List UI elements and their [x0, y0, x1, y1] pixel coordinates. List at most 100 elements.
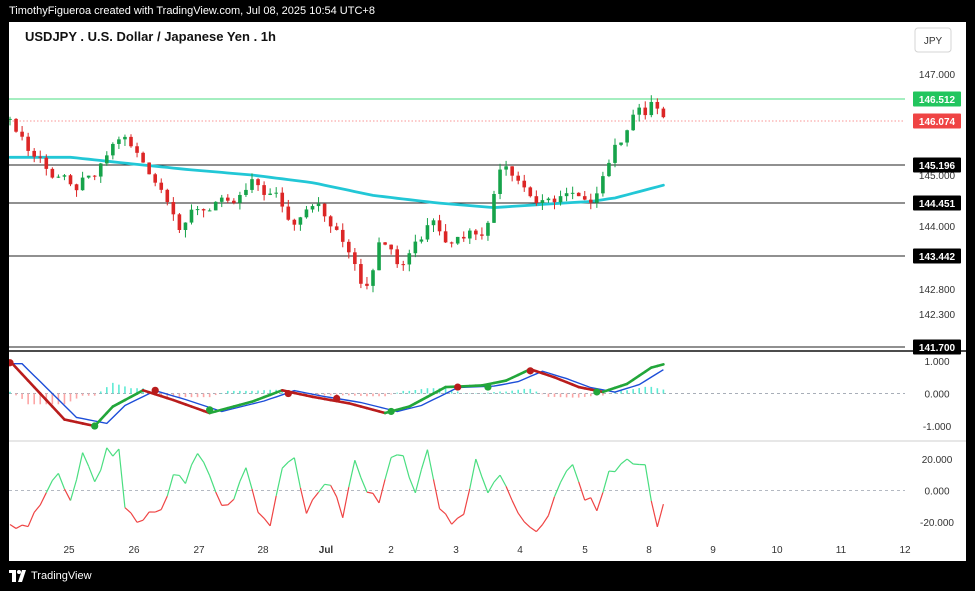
osc2-segment	[15, 524, 23, 529]
candle-body	[419, 239, 424, 242]
candle-body	[135, 146, 139, 153]
osc2-segment	[560, 470, 568, 483]
osc2-segment	[263, 517, 271, 527]
osc2-segment	[608, 470, 616, 473]
candle-body	[328, 216, 333, 227]
osc2-segment	[535, 524, 543, 533]
candle-body	[226, 197, 230, 201]
candle-body	[552, 198, 557, 203]
osc2-tick: 20.000	[922, 455, 953, 466]
candle-body	[359, 264, 363, 284]
candle-body	[274, 192, 278, 194]
candle-body	[347, 241, 351, 253]
osc1-cross-dot	[593, 388, 601, 396]
osc2-segment	[88, 466, 96, 482]
osc1-macd-line	[10, 363, 664, 425]
osc2-segment	[650, 500, 658, 527]
price-label: 141.700	[919, 343, 956, 354]
candle-body	[183, 222, 188, 230]
osc2-segment	[51, 472, 59, 481]
osc1-signal-segment	[51, 405, 60, 415]
currency-button-label: JPY	[924, 36, 943, 47]
osc2-segment	[553, 482, 562, 497]
horizontal-levels	[9, 98, 905, 348]
candle-body	[74, 184, 79, 191]
candle-body	[589, 199, 593, 203]
osc1-tick: 1.000	[924, 357, 949, 368]
candle-body	[111, 143, 115, 156]
price-tick: 142.800	[919, 285, 956, 296]
candle-body	[395, 249, 399, 265]
candle-body	[256, 179, 260, 186]
candle-body	[595, 193, 599, 203]
candle-body	[643, 107, 648, 116]
price-label-bg	[913, 113, 961, 129]
osc2-segment	[487, 481, 495, 494]
osc2-segment	[94, 469, 102, 482]
candle-body	[661, 108, 666, 118]
osc2-segment	[269, 495, 277, 526]
oscillator1-pane: 1.000 0.000 -1.000	[6, 357, 952, 433]
time-tick: 9	[710, 545, 716, 556]
osc2-segment	[397, 454, 404, 457]
time-tick: 2	[388, 545, 394, 556]
candle-body	[105, 155, 109, 164]
osc2-segment	[312, 491, 320, 501]
candle-body	[576, 192, 581, 197]
osc2-segment	[372, 493, 380, 504]
time-tick: 12	[899, 545, 911, 556]
candle-body	[431, 220, 436, 226]
osc2-segment	[160, 495, 168, 510]
candle-body	[455, 236, 460, 244]
osc2-segment	[257, 511, 265, 519]
osc1-signal-segment	[44, 398, 54, 408]
osc2-segment	[130, 512, 138, 523]
candle-body	[389, 244, 393, 250]
osc2-segment	[166, 474, 174, 497]
candle-body	[619, 142, 623, 145]
osc1-cross-dot	[91, 422, 99, 430]
time-tick: 26	[128, 545, 140, 556]
osc2-segment	[112, 448, 120, 457]
tradingview-logo[interactable]: TradingView	[9, 570, 92, 582]
candle-body	[474, 230, 478, 235]
osc2-segment	[378, 479, 386, 504]
osc2-segment	[33, 504, 41, 513]
candle-body	[649, 101, 654, 116]
osc2-segment	[360, 477, 368, 493]
candle-body	[189, 209, 194, 223]
candle-body	[62, 175, 67, 177]
candle-body	[244, 189, 248, 195]
candle-body	[38, 156, 43, 158]
candle-body	[232, 200, 236, 203]
candle-body	[498, 169, 502, 194]
osc2-segment	[572, 464, 580, 483]
osc2-segment	[390, 454, 398, 459]
currency-button[interactable]: JPY	[914, 27, 952, 53]
candle-body	[165, 189, 170, 203]
time-tick: 10	[771, 545, 783, 556]
osc2-segment	[106, 447, 114, 457]
osc2-segment	[190, 453, 199, 466]
osc2-segment	[227, 498, 235, 506]
candles-layer	[8, 95, 666, 293]
time-tick: 11	[836, 545, 847, 556]
osc1-signal-segment	[26, 379, 36, 389]
price-labels: 146.512 146.074 145.196 144.451 143.442 141.7…	[913, 91, 961, 355]
osc2-segment	[233, 481, 241, 500]
osc2-segment	[324, 483, 331, 486]
osc2-segment	[342, 486, 350, 518]
osc2-segment	[469, 458, 477, 489]
osc2-tick: 0.000	[924, 487, 949, 498]
osc2-segment	[493, 474, 501, 483]
candle-body	[286, 206, 291, 220]
candle-body	[510, 166, 514, 176]
osc2-segment	[215, 491, 223, 506]
price-label-bg	[913, 195, 961, 211]
osc1-cross-dot	[206, 406, 214, 414]
price-label: 145.196	[919, 161, 956, 172]
osc2-segment	[197, 453, 205, 463]
chart-panel[interactable]: USDJPY . U.S. Dollar / Japanese Yen . 1h…	[6, 22, 966, 561]
chart-svg[interactable]: USDJPY . U.S. Dollar / Japanese Yen . 1h…	[6, 22, 966, 561]
tradingview-logo-icon	[9, 570, 26, 582]
